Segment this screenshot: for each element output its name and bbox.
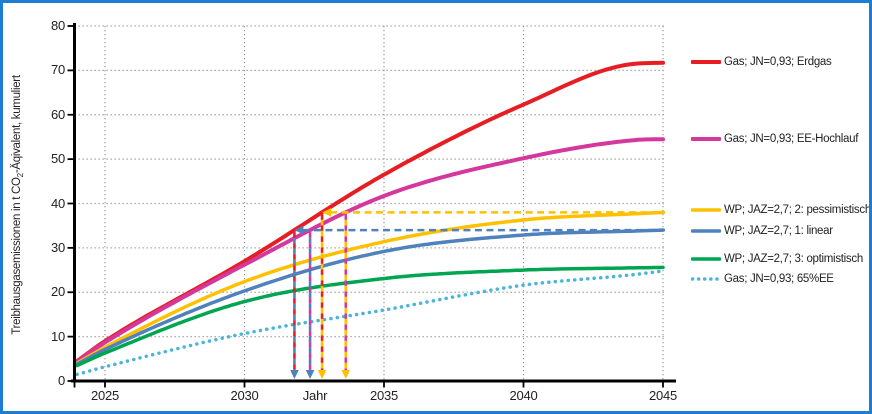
- y-axis-title-pre: Treibhausgasemissionen in t CO: [10, 177, 23, 335]
- drop-arrowhead: [341, 370, 351, 379]
- y-tick-label: 20: [50, 284, 65, 300]
- legend-label: Gas; JN=0,93; 65%EE: [724, 273, 834, 285]
- legend-item-erdgas: Gas; JN=0,93; Erdgas: [691, 53, 832, 71]
- series-line-gas_65ee: [75, 269, 665, 377]
- x-tick-label: 2040: [509, 388, 538, 403]
- y-axis-title-post: -Äqivalent, kumuliert: [10, 75, 23, 174]
- series-line-wp_pessimistisch: [75, 210, 665, 366]
- left-arrowhead: [294, 225, 304, 235]
- y-tick-label: 80: [50, 18, 65, 33]
- legend-label: WP; JAZ=2,7; 1: linear: [724, 225, 833, 237]
- drop-arrowhead: [290, 370, 299, 379]
- legend-swatch-wp-pessimistisch: [691, 208, 721, 212]
- legend-label: WP; JAZ=2,7; 2: pessimistisch: [724, 204, 871, 216]
- y-tick-label: 40: [50, 195, 65, 211]
- series-line-wp_optimistisch: [75, 265, 665, 368]
- legend-item-wp-linear: WP; JAZ=2,7; 1: linear: [691, 222, 833, 240]
- left-arrowhead: [322, 208, 332, 217]
- y-tick-label: 0: [57, 373, 65, 388]
- legend-swatch-ee-hochlauf: [691, 137, 721, 141]
- x-tick-label: 2030: [230, 388, 259, 403]
- drop-arrowhead: [317, 370, 327, 379]
- y-axis-title: Treibhausgasemissionen in t CO2-Äqivalen…: [11, 75, 25, 334]
- chart-canvas: [67, 23, 676, 388]
- series-line-ee_hochlauf: [75, 137, 665, 364]
- y-tick-label: 30: [50, 239, 65, 255]
- x-tick-label: 2035: [369, 388, 399, 403]
- legend-swatch-wp-optimistisch: [691, 257, 721, 261]
- legend-swatch-wp-linear: [691, 229, 721, 233]
- legend-label: WP; JAZ=2,7; 3: optimistisch: [724, 253, 863, 265]
- legend-item-ee-hochlauf: Gas; JN=0,93; EE-Hochlauf: [691, 130, 858, 148]
- y-tick-label: 70: [50, 62, 65, 78]
- y-tick-label: 60: [50, 106, 65, 122]
- series-line-wp_linear: [75, 228, 665, 366]
- legend-item-wp-pessimistisch: WP; JAZ=2,7; 2: pessimistisch: [691, 201, 871, 219]
- legend-swatch-erdgas: [691, 60, 721, 64]
- y-tick-label: 10: [50, 328, 65, 344]
- x-tick-label: 2045: [648, 388, 678, 403]
- y-axis-title-sub: 2: [16, 173, 26, 178]
- y-tick-label: 50: [50, 151, 65, 167]
- legend-item-wp-optimistisch: WP; JAZ=2,7; 3: optimistisch: [691, 250, 863, 268]
- legend-item-gas-65ee: Gas; JN=0,93; 65%EE: [691, 270, 834, 288]
- legend-label: Gas; JN=0,93; EE-Hochlauf: [724, 133, 859, 145]
- x-axis-title: Jahr: [302, 388, 328, 403]
- drop-arrowhead: [305, 370, 315, 379]
- legend-swatch-gas-65ee: [691, 277, 721, 281]
- x-tick-label: 2025: [90, 388, 120, 403]
- legend-label: Gas; JN=0,93; Erdgas: [724, 56, 832, 68]
